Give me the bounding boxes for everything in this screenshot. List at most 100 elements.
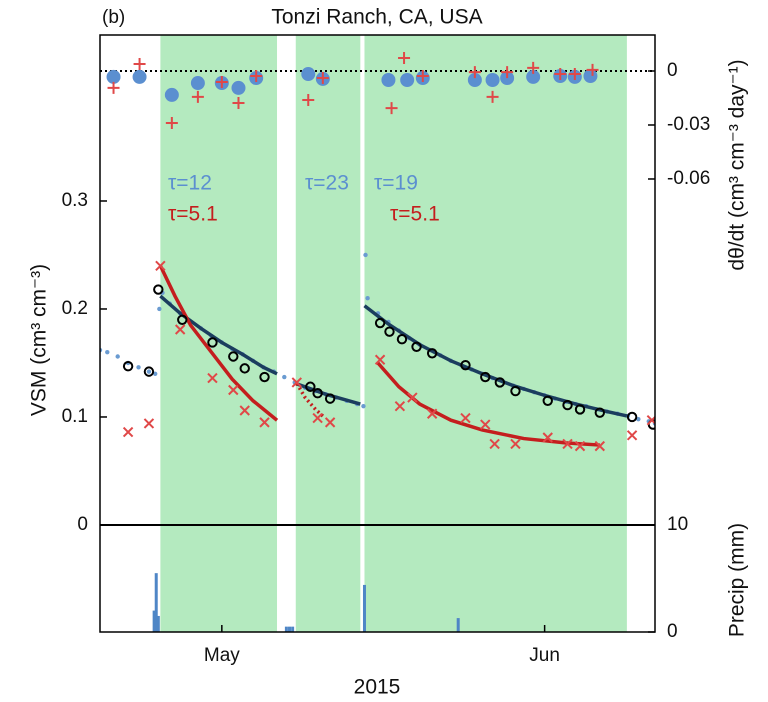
x-marker xyxy=(510,438,521,450)
x-axis-label: 2015 xyxy=(354,676,401,699)
daily-vsm xyxy=(177,314,188,325)
x-marker xyxy=(174,324,186,335)
vsm-observation xyxy=(363,252,368,258)
daily-vsm xyxy=(143,366,155,377)
chart-title: Tonzi Ranch, CA, USA xyxy=(271,6,482,29)
vsm-observation xyxy=(365,295,370,301)
rate-marker xyxy=(583,69,598,84)
rate-marker xyxy=(467,72,482,87)
x-marker xyxy=(374,354,386,365)
daily-vsm xyxy=(153,284,164,295)
daily-vsm xyxy=(207,337,218,348)
rate-marker xyxy=(106,69,121,84)
x-marker xyxy=(426,408,438,419)
plus-marker xyxy=(165,117,178,130)
plus-marker xyxy=(468,66,481,79)
y2-tick-label: 0 xyxy=(667,60,678,81)
rate-marker xyxy=(526,69,541,84)
x-marker xyxy=(394,400,406,412)
plus-marker xyxy=(215,75,228,88)
daily-vsm xyxy=(239,363,250,374)
precip-bar xyxy=(456,618,460,632)
precip-bar xyxy=(362,584,366,632)
annotation: τ=23 xyxy=(305,172,349,195)
daily-vsm xyxy=(122,361,134,372)
daily-vsm xyxy=(562,399,573,411)
plus-marker xyxy=(586,63,599,76)
daily-vsm xyxy=(305,381,316,392)
vsm-observation xyxy=(157,306,162,312)
rate-marker xyxy=(164,87,179,102)
daily-vsm xyxy=(510,385,521,397)
x-marker xyxy=(407,392,418,403)
rate-marker xyxy=(400,72,415,87)
daily-vsm xyxy=(396,334,408,345)
rate-marker xyxy=(301,67,316,82)
vsm-observation xyxy=(105,349,110,355)
axes: τ=12 τ=5.1 τ=23 τ=19 τ=5.1 May Jun 0 0.1 0.2 0.3 0 -… xyxy=(62,34,710,666)
x-marker xyxy=(239,405,250,416)
precip-bar xyxy=(156,615,160,632)
fit-curve xyxy=(159,294,278,376)
daily-vsm xyxy=(480,371,491,383)
x-marker xyxy=(291,377,303,388)
y-tick-label: 0.3 xyxy=(62,190,88,211)
plus-marker xyxy=(398,52,411,65)
plus-marker xyxy=(250,70,263,83)
x-marker xyxy=(207,372,218,384)
x-marker xyxy=(480,419,491,430)
x-marker xyxy=(594,440,606,452)
y2-tick-label: -0.03 xyxy=(667,114,710,135)
precip-bar xyxy=(152,610,156,632)
precip-bar xyxy=(288,626,292,632)
rate-marker xyxy=(231,80,246,95)
x-marker xyxy=(312,412,323,424)
daily-vsm xyxy=(426,348,438,359)
daily-vsm xyxy=(574,404,586,415)
daily-vsm xyxy=(626,411,638,423)
daily-vsm xyxy=(374,317,386,329)
daily-vsm xyxy=(324,393,336,404)
y-tick-label: 0 xyxy=(77,514,88,535)
panel-label: (b) xyxy=(102,7,125,28)
vsm-observation xyxy=(136,365,141,370)
x-marker xyxy=(259,417,270,428)
drydown-period xyxy=(295,35,361,632)
plus-marker xyxy=(232,97,245,110)
daily-vsm xyxy=(594,407,606,418)
vsm-observation xyxy=(146,369,152,374)
plus-marker xyxy=(501,66,514,79)
x-marker xyxy=(460,412,471,424)
fit-curve xyxy=(375,360,600,447)
y-tick-label: 0.1 xyxy=(62,406,88,427)
vsm-observation xyxy=(282,374,287,380)
daily-vsm xyxy=(460,359,471,371)
plus-marker xyxy=(385,102,398,115)
daily-vsm xyxy=(259,371,270,383)
plus-marker xyxy=(191,90,204,103)
fit-curve xyxy=(158,265,279,422)
y2-axis-label: dθ/dt (cm³ cm⁻³ day⁻¹) xyxy=(726,59,749,270)
annotation: τ=5.1 xyxy=(168,203,218,226)
x-marker xyxy=(143,418,155,429)
daily-vsm xyxy=(411,341,422,352)
daily-vsm xyxy=(542,395,553,406)
annotation: τ=5.1 xyxy=(390,203,440,226)
plus-marker xyxy=(133,57,146,70)
rate-marker xyxy=(190,76,205,91)
daily-vsm xyxy=(312,388,323,399)
precip-bar xyxy=(291,626,295,632)
x-marker xyxy=(228,384,239,396)
plot-area xyxy=(100,35,655,632)
plus-marker xyxy=(416,70,429,83)
drydown-period xyxy=(364,35,627,632)
plus-marker xyxy=(486,90,499,103)
vsm-observation xyxy=(152,371,158,376)
x-tick-label: May xyxy=(204,645,240,666)
x-marker xyxy=(122,426,134,438)
plus-marker xyxy=(302,93,315,106)
x-marker xyxy=(324,417,336,428)
drydown-period xyxy=(160,35,278,632)
x-tick-label: Jun xyxy=(529,645,560,666)
rate-marker xyxy=(132,69,147,84)
